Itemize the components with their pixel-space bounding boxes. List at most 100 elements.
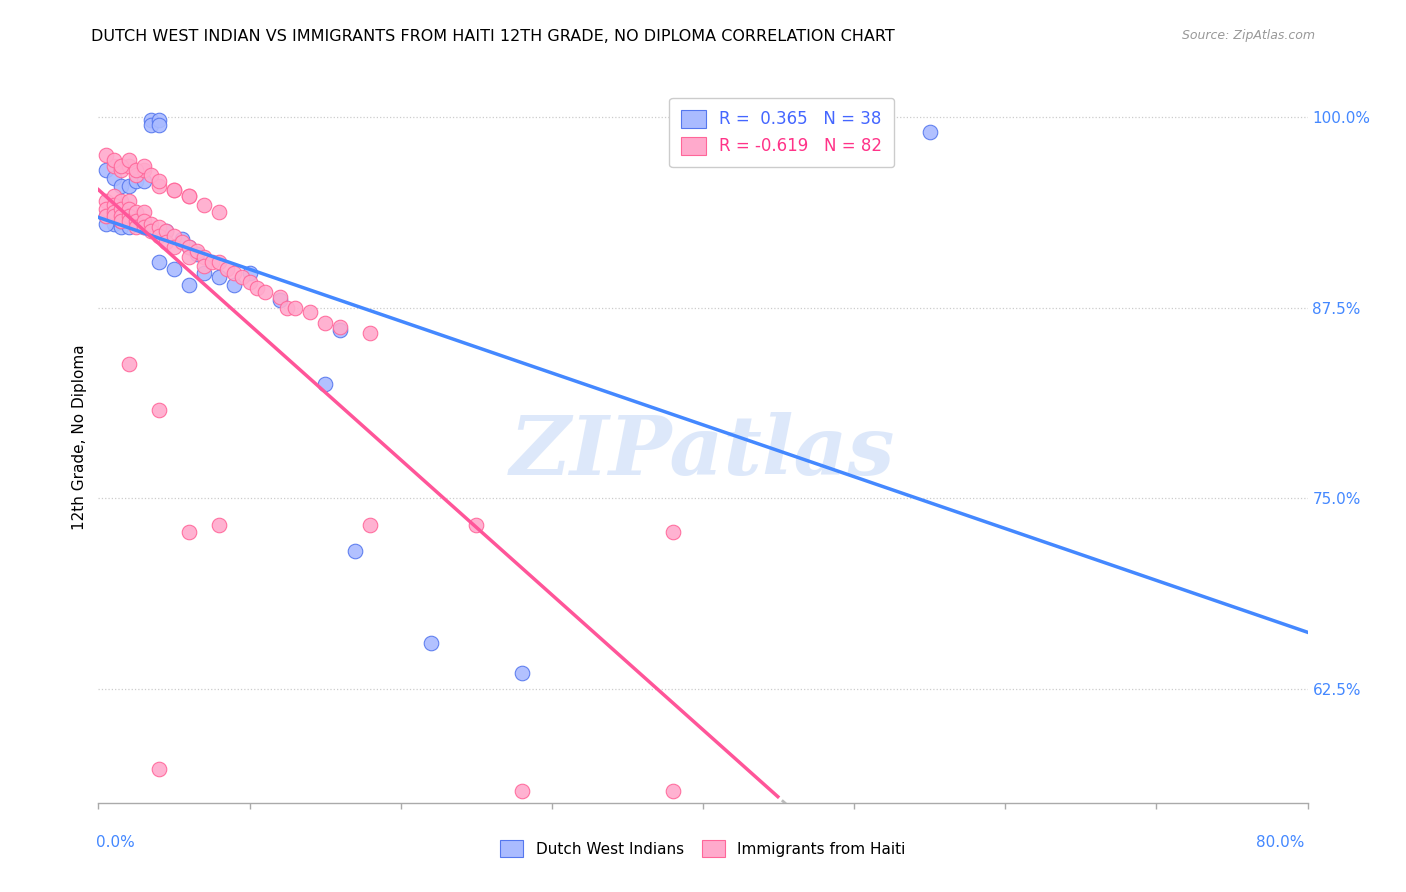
Point: [141, 224, 163, 238]
Point: [163, 228, 186, 243]
Point: [125, 213, 148, 227]
Point: [155, 224, 177, 238]
Point: [918, 125, 941, 139]
Point: [118, 194, 141, 208]
Point: [94, 209, 117, 223]
Point: [510, 666, 533, 681]
Point: [103, 198, 125, 212]
Point: [110, 194, 132, 208]
Point: [299, 305, 322, 319]
Point: [224, 277, 246, 292]
Point: [118, 159, 141, 173]
Point: [179, 239, 201, 253]
Point: [170, 235, 193, 249]
Point: [110, 209, 132, 223]
Point: [269, 290, 291, 304]
Point: [103, 153, 125, 167]
Point: [179, 239, 201, 253]
Point: [110, 159, 132, 173]
Legend: Dutch West Indians, Immigrants from Haiti: Dutch West Indians, Immigrants from Hait…: [494, 833, 912, 864]
Point: [186, 244, 208, 259]
Point: [94, 194, 117, 208]
Point: [141, 217, 163, 231]
Point: [94, 202, 117, 216]
Point: [118, 178, 141, 193]
Point: [215, 262, 238, 277]
Point: [110, 163, 132, 178]
Point: [344, 544, 367, 558]
Point: [118, 219, 141, 234]
Point: [148, 113, 170, 128]
Point: [103, 204, 125, 219]
Point: [148, 174, 170, 188]
Point: [148, 762, 170, 776]
Point: [420, 636, 443, 650]
Point: [239, 266, 262, 280]
Point: [179, 189, 201, 203]
Point: [179, 250, 201, 264]
Point: [163, 183, 186, 197]
Point: [284, 301, 307, 315]
Point: [314, 376, 336, 391]
Text: DUTCH WEST INDIAN VS IMMIGRANTS FROM HAITI 12TH GRADE, NO DIPLOMA CORRELATION CH: DUTCH WEST INDIAN VS IMMIGRANTS FROM HAI…: [91, 29, 896, 44]
Point: [118, 209, 141, 223]
Point: [118, 153, 141, 167]
Point: [110, 213, 132, 227]
Point: [132, 219, 155, 234]
Point: [179, 189, 201, 203]
Point: [132, 219, 155, 234]
Point: [132, 204, 155, 219]
Point: [208, 204, 231, 219]
Point: [208, 255, 231, 269]
Point: [246, 281, 269, 295]
Point: [510, 783, 533, 797]
Point: [110, 202, 132, 216]
Point: [253, 285, 276, 300]
Text: 0.0%: 0.0%: [96, 835, 135, 850]
Point: [148, 178, 170, 193]
Point: [125, 219, 148, 234]
Point: [186, 247, 208, 261]
Point: [661, 783, 683, 797]
Point: [269, 293, 291, 307]
Point: [132, 159, 155, 173]
Point: [148, 118, 170, 132]
Point: [118, 357, 141, 371]
Point: [125, 204, 148, 219]
Point: [239, 275, 262, 289]
Text: Source: ZipAtlas.com: Source: ZipAtlas.com: [1181, 29, 1315, 42]
Point: [360, 518, 382, 533]
Point: [148, 255, 170, 269]
Point: [148, 402, 170, 417]
Point: [179, 277, 201, 292]
Point: [141, 113, 163, 128]
Point: [103, 209, 125, 223]
Point: [179, 524, 201, 539]
Point: [132, 174, 155, 188]
Point: [94, 209, 117, 223]
Point: [148, 219, 170, 234]
Point: [155, 224, 177, 238]
Point: [94, 148, 117, 162]
Point: [329, 323, 352, 337]
Point: [193, 260, 215, 274]
Point: [276, 301, 298, 315]
Point: [193, 250, 215, 264]
Point: [155, 235, 177, 249]
Text: 80.0%: 80.0%: [1257, 835, 1305, 850]
Point: [155, 834, 177, 848]
Point: [103, 209, 125, 223]
Point: [110, 213, 132, 227]
Point: [231, 270, 253, 285]
Text: ZIPatlas: ZIPatlas: [510, 412, 896, 491]
Point: [661, 524, 683, 539]
Point: [110, 219, 132, 234]
Point: [208, 518, 231, 533]
Point: [94, 217, 117, 231]
Point: [132, 213, 155, 227]
Point: [125, 163, 148, 178]
Point: [110, 178, 132, 193]
Point: [193, 198, 215, 212]
Point: [94, 163, 117, 178]
Point: [314, 316, 336, 330]
